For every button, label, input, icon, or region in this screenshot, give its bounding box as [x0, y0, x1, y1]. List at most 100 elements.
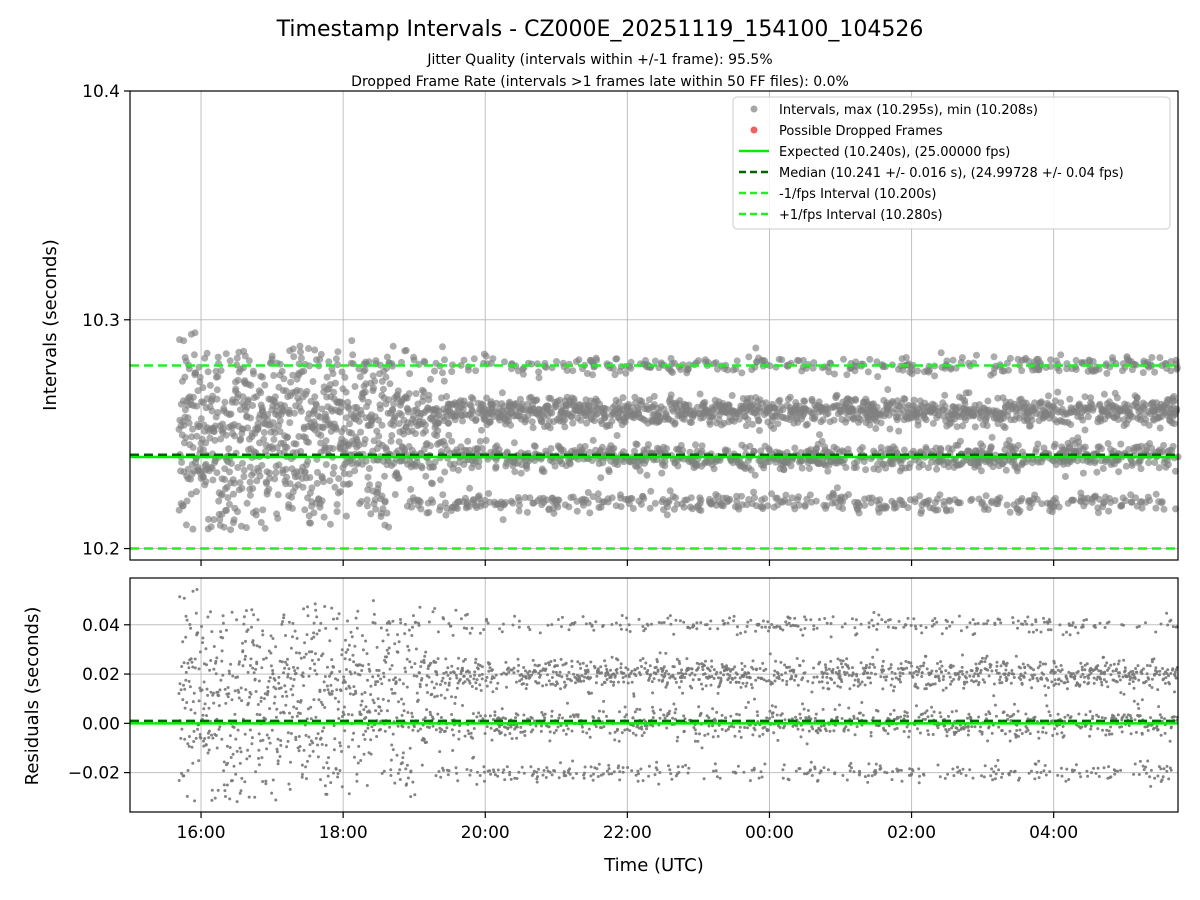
interval-point: [591, 417, 598, 425]
subtitle-dropped: Dropped Frame Rate (intervals >1 frames …: [351, 74, 849, 90]
residual-point: [439, 775, 443, 779]
residual-point: [388, 621, 392, 625]
interval-point: [296, 342, 304, 350]
residual-point: [286, 739, 290, 743]
residual-point: [189, 626, 193, 630]
interval-point: [510, 439, 518, 447]
interval-point: [223, 506, 230, 514]
residual-point: [519, 725, 523, 729]
legend-marker-intervals: [750, 105, 758, 113]
residual-point: [314, 652, 317, 656]
interval-point: [369, 372, 377, 380]
residual-point: [293, 669, 297, 673]
interval-point: [1051, 397, 1059, 405]
residual-point: [470, 626, 474, 630]
residual-point: [474, 661, 477, 665]
residual-point: [517, 625, 521, 629]
residual-point: [222, 783, 226, 787]
residual-point: [286, 657, 289, 661]
residual-point: [278, 755, 282, 758]
y-tick-label: 10.2: [82, 540, 120, 560]
interval-point: [764, 502, 772, 510]
residual-point: [585, 731, 589, 735]
residual-point: [540, 724, 543, 728]
residual-point: [281, 694, 284, 698]
interval-point: [613, 355, 621, 363]
interval-point: [982, 492, 990, 500]
residual-point: [224, 628, 228, 632]
residual-point: [330, 689, 334, 693]
residual-point: [583, 771, 586, 775]
interval-point: [445, 431, 453, 439]
interval-point: [226, 357, 234, 365]
interval-point: [581, 442, 589, 450]
residual-point: [219, 630, 223, 634]
residual-point: [516, 657, 520, 661]
interval-point: [363, 502, 371, 510]
residual-point: [505, 685, 508, 689]
residual-point: [190, 745, 194, 749]
residual-point: [295, 636, 299, 640]
residual-point: [352, 660, 356, 664]
residual-point: [243, 732, 247, 736]
interval-point: [566, 460, 574, 468]
residual-point: [360, 692, 364, 696]
interval-point: [203, 349, 211, 357]
residual-point: [265, 747, 269, 751]
residual-point: [502, 768, 506, 772]
interval-point: [283, 443, 291, 451]
interval-point: [738, 492, 745, 500]
residual-point: [292, 665, 295, 669]
interval-point: [309, 378, 317, 385]
residual-point: [282, 671, 285, 675]
residual-point: [290, 715, 294, 719]
residual-point: [469, 674, 472, 678]
residual-point: [231, 674, 235, 678]
residual-point: [254, 667, 258, 671]
residual-point: [353, 644, 357, 648]
residual-point: [329, 683, 333, 687]
residual-point: [450, 695, 453, 699]
residual-point: [337, 700, 341, 704]
interval-point: [889, 460, 897, 468]
residual-point: [506, 726, 510, 730]
interval-point: [829, 491, 837, 499]
residual-point: [492, 770, 496, 774]
residual-point: [327, 756, 330, 760]
interval-point: [1098, 445, 1105, 453]
residual-point: [377, 669, 381, 672]
interval-point: [314, 468, 321, 476]
interval-point: [351, 467, 359, 475]
residual-point: [261, 780, 265, 783]
residual-point: [314, 715, 318, 719]
interval-point: [225, 500, 233, 508]
interval-point: [945, 463, 952, 471]
interval-point: [465, 503, 473, 511]
interval-point: [1081, 426, 1089, 434]
interval-point: [791, 444, 799, 452]
residual-point: [453, 702, 457, 705]
interval-point: [461, 401, 469, 409]
residual-point: [281, 620, 285, 624]
residual-point: [304, 765, 308, 769]
interval-point: [239, 459, 246, 467]
residual-point: [348, 692, 352, 696]
residual-point: [556, 618, 560, 621]
interval-point: [811, 413, 819, 421]
residual-point: [347, 745, 351, 749]
residual-point: [551, 670, 555, 674]
interval-point: [311, 393, 319, 401]
residual-point: [240, 699, 244, 703]
residual-point: [340, 648, 344, 652]
residual-point: [426, 667, 430, 671]
residual-point: [542, 769, 546, 772]
residual-point: [204, 647, 208, 651]
interval-point: [561, 416, 569, 424]
residual-point: [488, 666, 492, 670]
interval-point: [1081, 443, 1089, 451]
residual-point: [362, 708, 366, 712]
residual-point: [180, 665, 184, 668]
interval-point: [819, 416, 827, 424]
residual-point: [300, 763, 304, 767]
residual-point: [352, 685, 356, 689]
